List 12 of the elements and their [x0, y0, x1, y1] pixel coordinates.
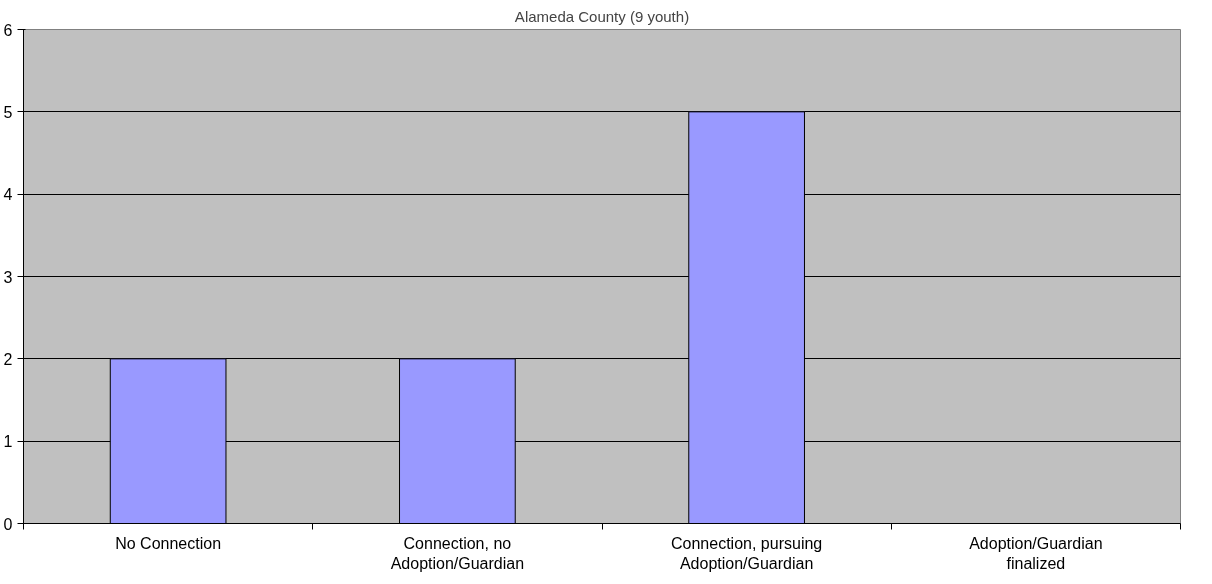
x-tick-label: Connection, no Adoption/Guardian [390, 534, 525, 572]
y-tick-label: 5 [3, 103, 13, 121]
x-tick-label: Connection, pursuing Adoption/Guardian [671, 534, 823, 572]
chart-title: Alameda County (9 youth) [514, 7, 690, 25]
y-tick-label: 3 [3, 268, 13, 286]
x-tick-label: No Connection [115, 534, 222, 552]
y-tick-label: 0 [3, 515, 13, 533]
y-tick-label: 2 [3, 350, 13, 368]
y-tick-label: 4 [3, 186, 13, 204]
x-tick-label: Adoption/Guardian finalized [969, 534, 1103, 572]
y-tick-label: 1 [3, 433, 13, 451]
y-tick-label: 6 [3, 21, 13, 39]
